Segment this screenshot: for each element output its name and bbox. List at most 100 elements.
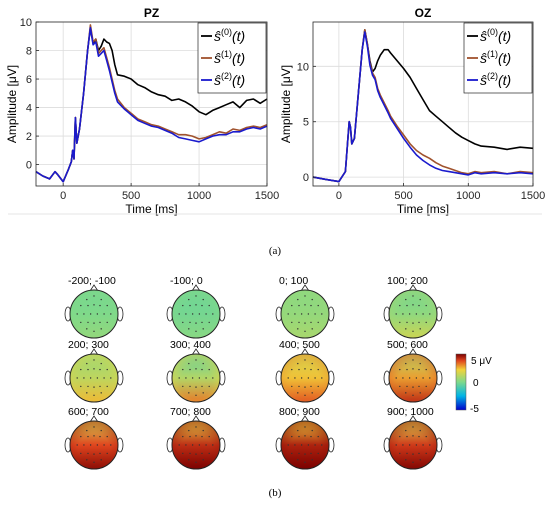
scalp-map-electrode <box>80 452 82 455</box>
oz-y-tick-label: 10 <box>297 61 309 73</box>
scalp-map-nose <box>89 284 99 292</box>
scalp-map-electrode <box>399 435 401 438</box>
scalp-map-electrode <box>314 313 316 315</box>
scalp-map-temporal-shade <box>172 421 220 469</box>
scalp-map-electrode <box>291 321 293 324</box>
scalp-map-electrode <box>317 452 319 455</box>
scalp-map-electrode <box>103 444 105 446</box>
scalp-map-label: -200; -100 <box>68 275 116 287</box>
scalp-map-electrode <box>195 394 197 396</box>
scalp-map-electrode <box>405 392 407 394</box>
scalp-map-electrode <box>311 362 313 365</box>
scalp-map-electrode <box>406 435 408 438</box>
scalp-map-electrode <box>310 368 312 371</box>
scalp-map: 500; 600 <box>383 339 443 403</box>
scalp-map-electrode <box>412 453 414 455</box>
scalp-map-electrode <box>87 435 89 438</box>
scalp-map-electrode <box>425 452 427 455</box>
scalp-map-electrode <box>182 452 184 455</box>
scalp-map-electrode <box>425 368 427 371</box>
scalp-map-temporal-shade <box>281 290 329 338</box>
scalp-map-electrode <box>395 313 397 315</box>
scalp-map-electrode <box>415 313 418 315</box>
scalp-map-electrode <box>298 452 300 455</box>
scalp-map: 900; 1000 <box>383 406 443 470</box>
scalp-map-electrode <box>314 444 316 446</box>
scalp-map-electrode <box>76 377 78 379</box>
scalp-map-electrode <box>408 313 411 315</box>
scalp-map-electrode <box>182 321 184 324</box>
scalp-map-temporal-shade <box>389 421 437 469</box>
pz-legend-label-1: ŝ(1)(t) <box>214 49 245 66</box>
scalp-map-electrode <box>205 313 207 315</box>
scalp-map-electrode <box>317 368 319 371</box>
scalp-map-electrode <box>422 313 424 315</box>
scalp-map-outline <box>280 420 330 470</box>
scalp-map-nose <box>408 415 418 423</box>
scalp-map-electrode <box>80 304 82 307</box>
scalp-map-electrode <box>310 435 312 438</box>
scalp-map: -100; 0 <box>166 275 226 339</box>
scalp-map-electrode <box>317 304 319 307</box>
scalp-map-electrode <box>188 298 190 301</box>
scalp-map-electrode <box>106 435 108 438</box>
scalp-map-electrode <box>425 385 427 388</box>
scalp-map-electrode <box>208 385 210 388</box>
scalp-map-electrode <box>182 368 184 371</box>
pz-x-tick-label: 1000 <box>187 190 211 202</box>
scalp-map-nose <box>300 415 310 423</box>
pz-x-tick-label: 0 <box>60 190 66 202</box>
scalp-map: 300; 400 <box>166 339 226 403</box>
scalp-map-electrode <box>399 368 401 371</box>
colorbar: 5 μV 0 -5 <box>455 353 492 415</box>
scalp-map-electrode <box>93 322 95 324</box>
scalp-map-electrode <box>96 313 99 315</box>
scalp-map-electrode <box>412 386 414 388</box>
scalp-map-electrode <box>291 452 293 455</box>
scalp-map-electrode <box>402 313 404 315</box>
scalp-map-electrode <box>178 444 180 446</box>
scalp-map-electrode <box>300 377 303 379</box>
scalp-map-electrode <box>99 385 101 388</box>
oz-x-tick-label: 1000 <box>456 190 480 202</box>
scalp-map-electrode <box>412 394 414 396</box>
scalp-map-electrode <box>419 362 421 365</box>
scalp-map-electrode <box>422 444 424 446</box>
scalp-map-electrode <box>294 444 296 446</box>
scalp-map-outline <box>69 420 119 470</box>
scalp-map-electrode <box>297 459 299 461</box>
scalp-map-electrode <box>418 385 420 388</box>
scalp-map-electrode <box>405 429 407 432</box>
scalp-map-electrode <box>198 444 201 446</box>
scalp-map-electrode <box>86 362 88 365</box>
scalp-map-electrode <box>307 313 310 315</box>
scalp-map-label: 100; 200 <box>387 275 428 287</box>
scalp-map-electrode <box>412 426 414 428</box>
scalp-map-electrode <box>106 385 108 388</box>
oz-y-axis-label: Amplitude [μV] <box>279 65 293 143</box>
scalp-map-electrode <box>87 452 89 455</box>
scalp-map-electrode <box>87 385 89 388</box>
scalp-map-electrode <box>405 362 407 365</box>
scalp-map-electrode <box>99 452 101 455</box>
scalp-map-electrode <box>297 362 299 365</box>
scalp-map-electrode <box>202 392 204 394</box>
scalp-map-electrode <box>185 377 187 379</box>
scalp-map: 600; 700 <box>64 406 124 470</box>
scalp-map-electrode <box>399 385 401 388</box>
scalp-map-electrode <box>110 313 112 315</box>
scalp-map-electrode <box>408 444 411 446</box>
scalp-map-electrode <box>86 459 88 461</box>
scalp-map-electrode <box>307 444 310 446</box>
scalp-map-temporal-shade <box>70 421 118 469</box>
caption-a: (a) <box>269 245 282 257</box>
scalp-map-electrode <box>87 368 89 371</box>
pz-x-tick-label: 500 <box>122 190 140 202</box>
colorbar-max-label: 5 μV <box>471 356 492 367</box>
scalp-map-electrode <box>298 304 300 307</box>
scalp-map-electrode <box>405 328 407 330</box>
scalp-map-electrode <box>311 429 313 432</box>
scalp-map-electrode <box>202 328 204 330</box>
scalp-map-electrode <box>182 304 184 307</box>
scalp-map-electrode <box>80 385 82 388</box>
